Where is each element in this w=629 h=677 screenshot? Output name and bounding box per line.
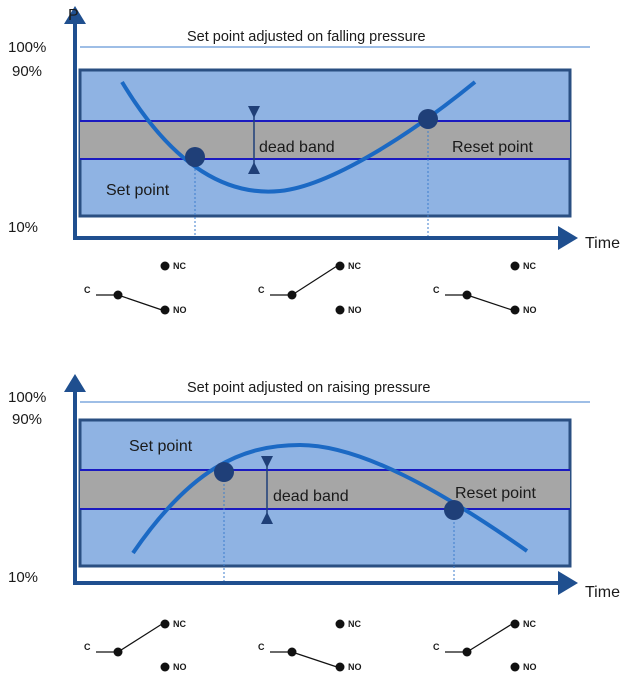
- switch-c-label: C: [258, 285, 265, 295]
- pct-100-label: 100%: [8, 389, 46, 406]
- x-axis-label: Time: [585, 584, 620, 601]
- switch-common-terminal: [113, 290, 123, 300]
- switch-c-label: C: [433, 642, 440, 652]
- switch-no-label: NO: [348, 662, 362, 672]
- switch-nc-terminal: [335, 261, 345, 271]
- switch-no-terminal: [510, 305, 520, 315]
- switch-contact-arm: [466, 623, 513, 653]
- y-axis-arrow: [64, 6, 86, 24]
- switch-no-terminal: [335, 305, 345, 315]
- switch-common-terminal: [113, 647, 123, 657]
- set-point-label: Set point: [129, 438, 193, 455]
- x-axis-arrow: [558, 571, 578, 595]
- switch-nc-terminal: [510, 261, 520, 271]
- dead-band-label: dead band: [273, 488, 349, 505]
- switch-no-terminal: [335, 662, 345, 672]
- switch-nc-label: NC: [173, 619, 186, 629]
- switch-nc-terminal: [160, 261, 170, 271]
- pressure-curve: [120, 80, 477, 194]
- set-point-marker: [185, 147, 205, 167]
- switch-c-label: C: [258, 642, 265, 652]
- switch-contact-arm: [291, 651, 338, 668]
- switch-nc-label: NC: [348, 619, 361, 629]
- switch-nc-terminal: [335, 619, 345, 629]
- pct-10-label: 10%: [8, 219, 38, 236]
- reset-point-marker: [418, 109, 438, 129]
- set-point-marker: [214, 462, 234, 482]
- switch-contact-arm: [117, 623, 163, 653]
- switch-nc-terminal: [510, 619, 520, 629]
- switch-no-terminal: [160, 305, 170, 315]
- switch-diagram: C NC NO: [258, 261, 362, 315]
- switch-common-terminal: [462, 647, 472, 657]
- dead-band-zone: [80, 470, 570, 509]
- switch-no-label: NO: [173, 305, 187, 315]
- pct-90-label: 90%: [12, 63, 42, 80]
- panel-raising-pressure: Set point adjusted on raising pressure 1…: [8, 374, 620, 672]
- dead-band-arrow-bottom: [248, 162, 260, 174]
- y-axis-label: P: [68, 7, 79, 24]
- switch-nc-label: NC: [523, 619, 536, 629]
- dead-band-zone: [80, 121, 570, 159]
- switch-nc-label: NC: [523, 261, 536, 271]
- switch-c-label: C: [433, 285, 440, 295]
- switch-diagram: C NC NO: [433, 619, 537, 672]
- switch-nc-label: NC: [348, 261, 361, 271]
- switch-diagram: C NC NO: [84, 619, 187, 672]
- switch-c-label: C: [84, 285, 91, 295]
- switch-contact-arm: [466, 294, 513, 311]
- pct-100-label: 100%: [8, 39, 46, 56]
- reset-point-marker: [444, 500, 464, 520]
- dead-band-arrow-top: [261, 456, 273, 468]
- switch-common-terminal: [287, 647, 297, 657]
- y-axis-arrow: [64, 374, 86, 392]
- dead-band-arrow-top: [248, 106, 260, 118]
- set-point-label: Set point: [106, 182, 170, 199]
- dead-band-label: dead band: [259, 139, 335, 156]
- switch-c-label: C: [84, 642, 91, 652]
- x-axis-arrow: [558, 226, 578, 250]
- switch-no-label: NO: [523, 305, 537, 315]
- switch-nc-label: NC: [173, 261, 186, 271]
- pct-90-label: 90%: [12, 411, 42, 428]
- panel-title: Set point adjusted on raising pressure: [187, 380, 430, 396]
- switch-nc-terminal: [160, 619, 170, 629]
- switch-no-terminal: [160, 662, 170, 672]
- reset-point-label: Reset point: [455, 485, 536, 502]
- reset-point-label: Reset point: [452, 139, 533, 156]
- switch-no-label: NO: [173, 662, 187, 672]
- dead-band-arrow-bottom: [261, 512, 273, 524]
- switch-no-terminal: [510, 662, 520, 672]
- x-axis-label: Time: [585, 235, 620, 252]
- switch-diagram: C NC NO: [433, 261, 537, 315]
- switch-diagram: C NC NO: [258, 619, 362, 672]
- switch-no-label: NO: [523, 662, 537, 672]
- pct-10-label: 10%: [8, 569, 38, 586]
- switch-contact-arm: [291, 265, 338, 296]
- panel-title: Set point adjusted on falling pressure: [187, 29, 426, 45]
- switch-common-terminal: [287, 290, 297, 300]
- switch-common-terminal: [462, 290, 472, 300]
- switch-diagram: C NC NO: [84, 261, 187, 315]
- panel-falling-pressure: P Set point adjusted on falling pressure…: [8, 6, 620, 315]
- switch-contact-arm: [117, 294, 163, 311]
- switch-no-label: NO: [348, 305, 362, 315]
